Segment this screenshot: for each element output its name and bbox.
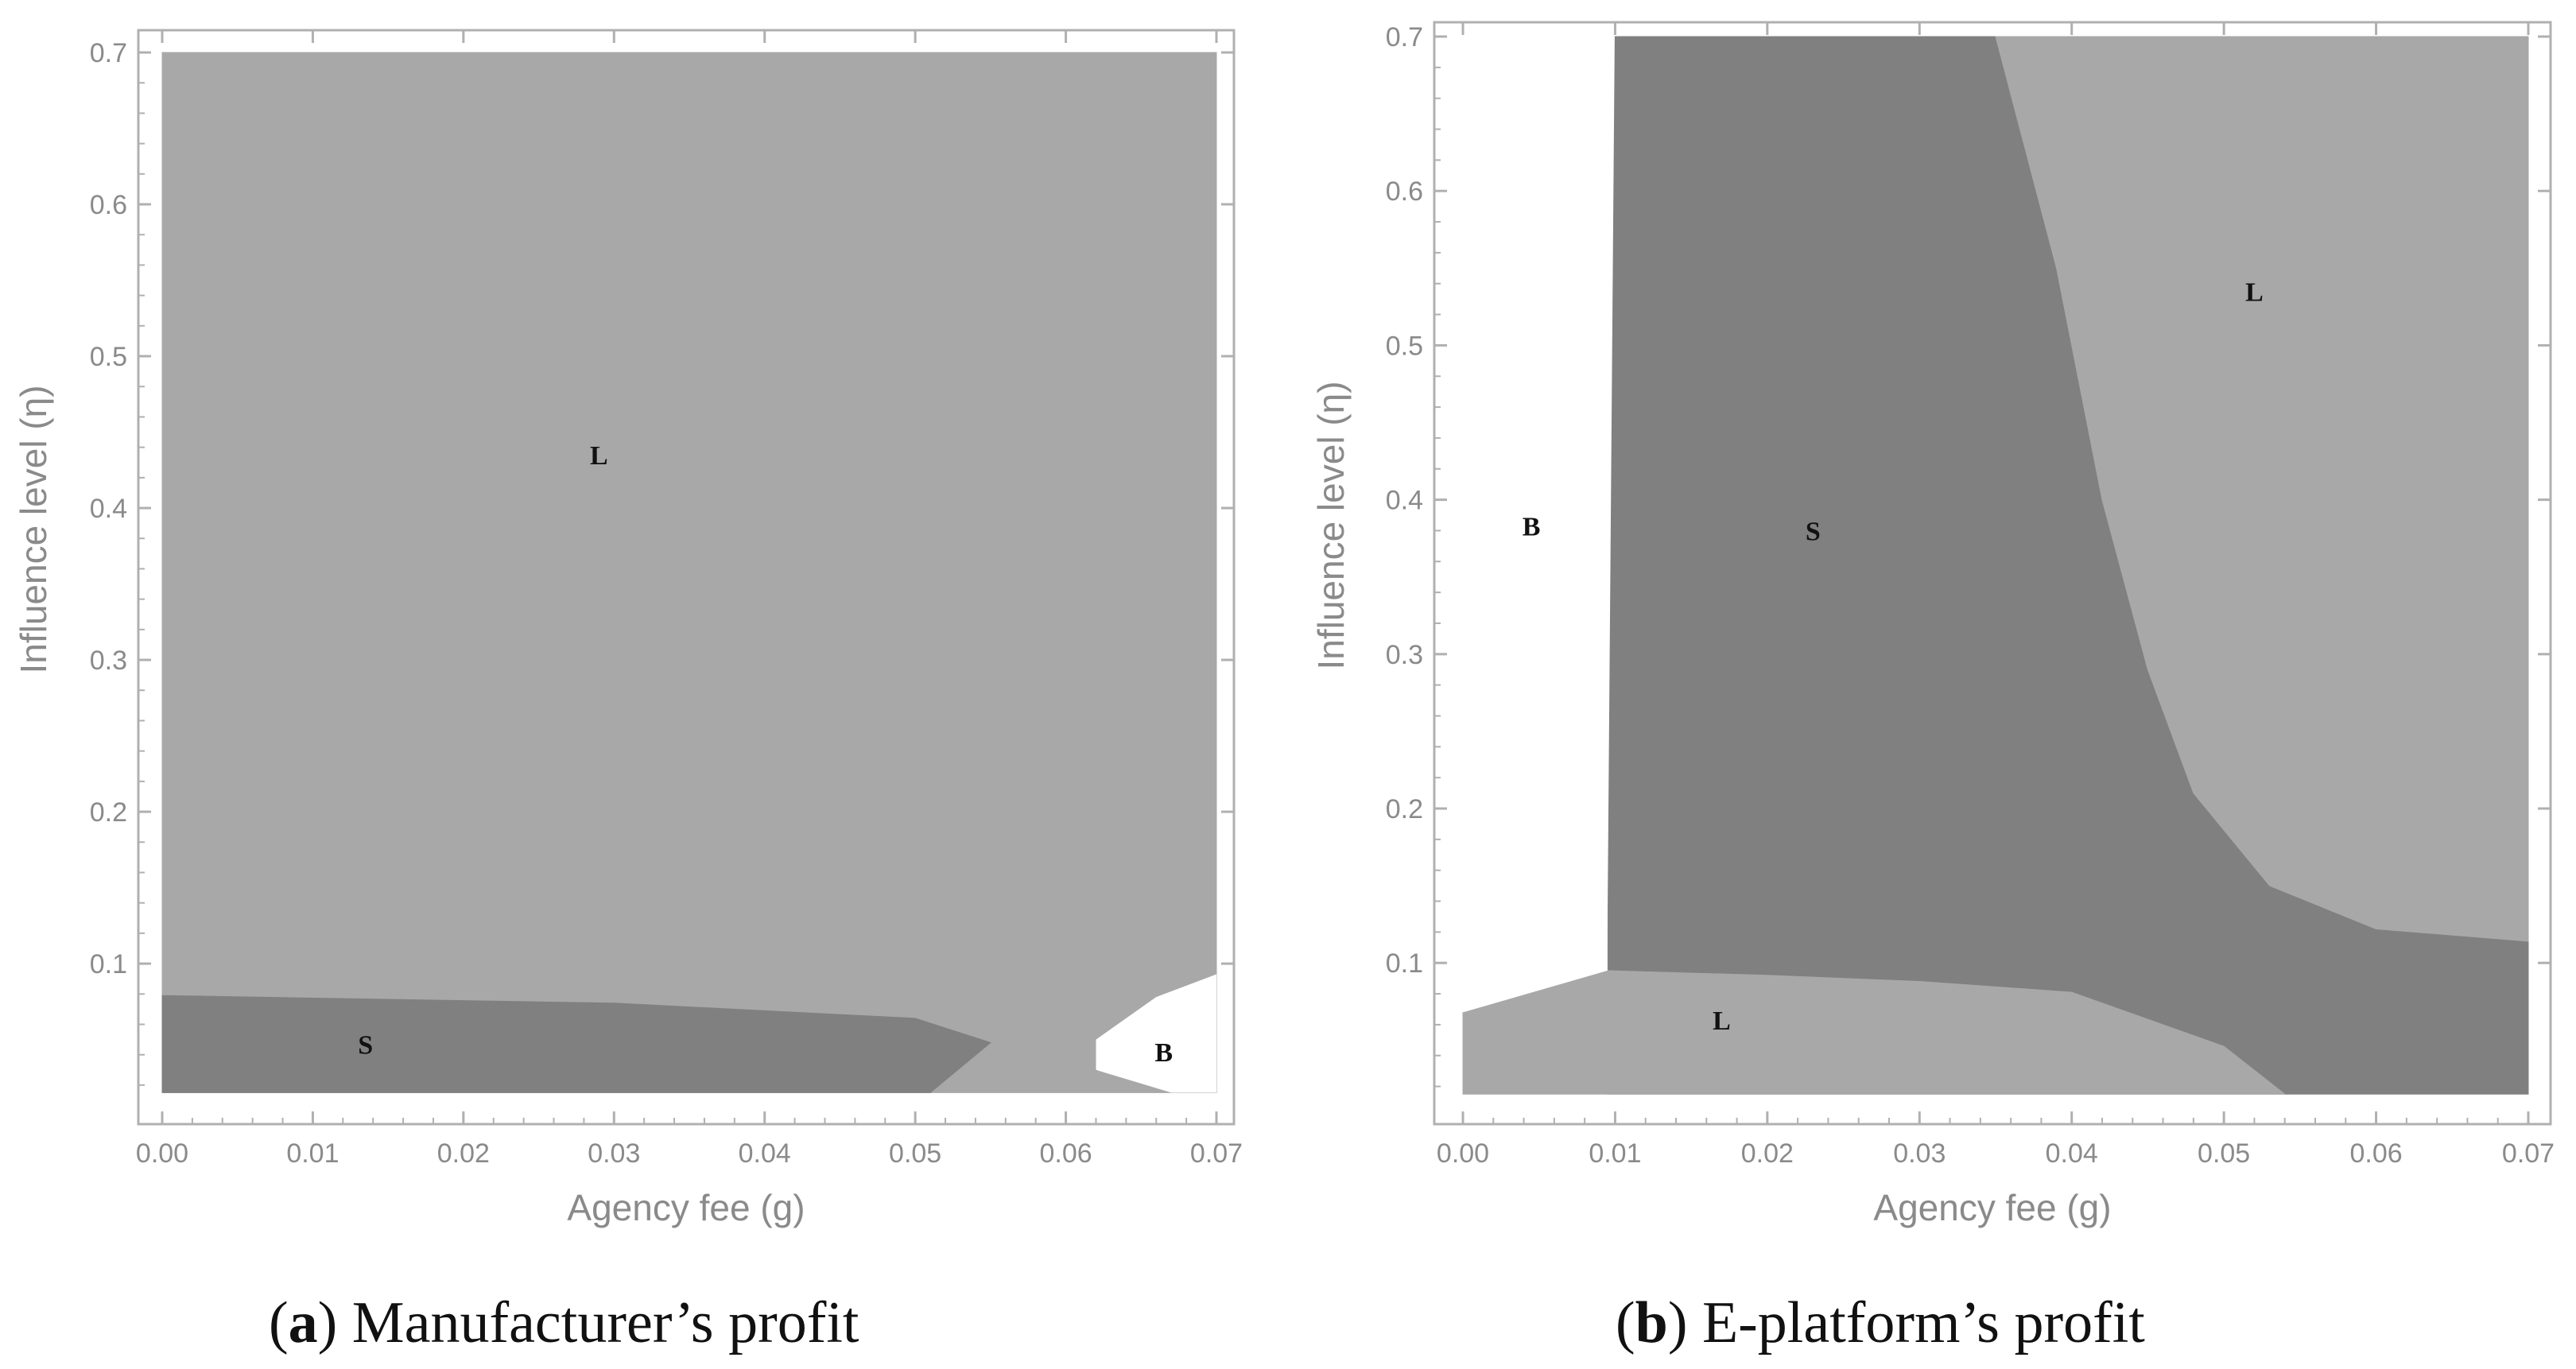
y-tick-label: 0.7 (1386, 22, 1423, 52)
region-label-B: B (1523, 513, 1541, 542)
x-tick-label: 0.03 (1893, 1138, 1946, 1169)
y-tick-label: 0.3 (90, 646, 127, 676)
x-tick-label: 0.06 (1039, 1138, 1092, 1169)
region-label-S: S (1806, 517, 1821, 546)
region-L (1995, 36, 2529, 942)
panel-caption: (a) Manufacturer’s profit (269, 1290, 859, 1355)
panel-caption: (b) E-platform’s profit (1616, 1290, 2145, 1355)
region-label-L: L (590, 441, 608, 471)
region-S (161, 995, 991, 1093)
x-tick-label: 0.03 (588, 1138, 640, 1169)
x-tick-label: 0.00 (136, 1138, 188, 1169)
y-axis-label: Influence level (η) (1310, 381, 1352, 669)
region-label-B: B (1154, 1038, 1173, 1068)
y-tick-label: 0.1 (90, 949, 127, 979)
y-tick-label: 0.6 (90, 190, 127, 220)
y-tick-label: 0.5 (1386, 331, 1423, 361)
x-axis-label: Agency fee (g) (1873, 1187, 2111, 1228)
x-axis-label: Agency fee (g) (567, 1187, 805, 1228)
y-tick-label: 0.4 (1386, 486, 1423, 516)
x-tick-label: 0.02 (437, 1138, 490, 1169)
y-tick-label: 0.6 (1386, 176, 1423, 207)
y-tick-label: 0.3 (1386, 640, 1423, 670)
y-tick-label: 0.4 (90, 494, 127, 524)
region-B (1463, 37, 1608, 1013)
panel-a: 0.00 0.01 0.02 0.03 0.04 0.05 0.06 0.07 0.1 0.2 0.… (13, 29, 1243, 1355)
x-tick-label: 0.05 (889, 1138, 941, 1169)
y-tick-label: 0.1 (1386, 948, 1423, 979)
panel-b: 0.00 0.01 0.02 0.03 0.04 0.05 0.06 0.07 0.1 0.2 0.… (1310, 21, 2555, 1355)
x-tick-label: 0.06 (2349, 1138, 2402, 1169)
region-label-L: L (2245, 277, 2264, 307)
region-L (161, 52, 1217, 1093)
x-tick-label: 0.02 (1741, 1138, 1794, 1169)
y-tick-label: 0.2 (1386, 794, 1423, 824)
region-label-S: S (358, 1030, 373, 1060)
x-tick-label: 0.07 (2502, 1138, 2555, 1169)
region-label-L: L (1713, 1006, 1731, 1036)
x-tick-label: 0.00 (1437, 1138, 1489, 1169)
x-tick-label: 0.04 (739, 1138, 791, 1169)
x-tick-label: 0.01 (286, 1138, 339, 1169)
y-tick-label: 0.5 (90, 342, 127, 372)
x-tick-label: 0.01 (1589, 1138, 1641, 1169)
y-axis-label: Influence level (η) (13, 385, 54, 673)
y-tick-label: 0.2 (90, 797, 127, 828)
x-tick-label: 0.04 (2046, 1138, 2098, 1169)
region-B (1096, 974, 1216, 1093)
y-tick-label: 0.7 (90, 38, 127, 68)
x-tick-label: 0.05 (2198, 1138, 2250, 1169)
x-tick-label: 0.07 (1190, 1138, 1243, 1169)
